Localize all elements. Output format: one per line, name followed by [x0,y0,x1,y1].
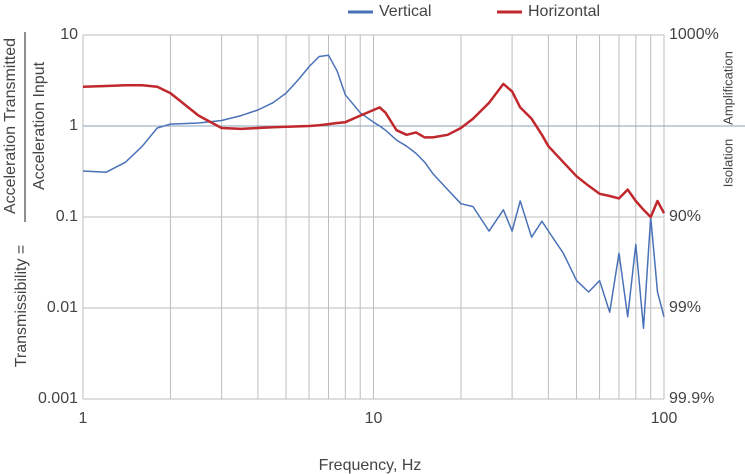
y-axis-label: Acceleration Transmitted [2,38,19,214]
y2-tick-label: 99% [669,299,701,316]
y2-tick-label: 99.9% [669,390,714,407]
series-line [82,82,666,219]
x-tick-label: 1 [79,410,88,427]
x-tick-label: 10 [365,410,383,427]
series-line [82,54,665,329]
y-tick-label: 0.001 [38,390,78,407]
annotation: Isolation [720,139,735,187]
y2-tick-label: 90% [669,208,701,225]
annotation: Amplification [720,51,735,125]
x-tick-label: 100 [651,410,678,427]
y-tick-label: 0.1 [56,208,78,225]
y-tick-label: 10 [60,26,78,43]
y-tick-label: 0.01 [47,299,78,316]
y-axis-label: Transmissibility = [13,245,30,368]
legend-label: Horizontal [528,3,600,20]
legend-label: Vertical [379,3,431,20]
x-axis-label: Frequency, Hz [319,457,422,474]
y2-tick-label: 1000% [669,26,719,43]
y-axis-label: Acceleration Input [31,61,48,190]
y-tick-label: 1 [69,117,78,134]
